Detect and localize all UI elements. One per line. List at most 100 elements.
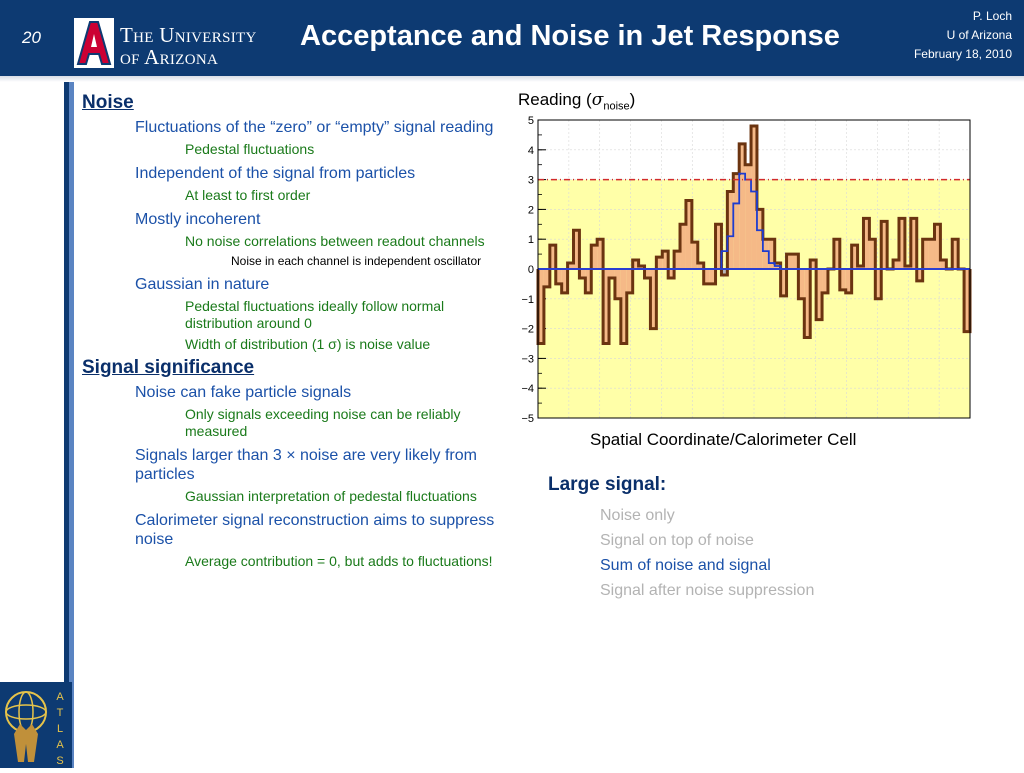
noise-bar xyxy=(751,125,757,270)
date: February 18, 2010 xyxy=(913,47,1012,61)
signal-steps-list: Noise only Signal on top of noise Sum of… xyxy=(600,503,814,603)
noise-bar xyxy=(762,239,769,269)
university-name: The University of Arizona xyxy=(120,24,265,68)
y-tick-label: 3 xyxy=(528,175,534,187)
noise-bar xyxy=(792,254,799,269)
bullet-normal-distribution: Pedestal fluctuations ideally follow nor… xyxy=(185,298,445,331)
noise-bar xyxy=(756,209,763,269)
bullet-pedestal: Pedestal fluctuations xyxy=(185,141,315,157)
noise-bar xyxy=(745,164,752,269)
slide-title: Acceptance and Noise in Jet Response xyxy=(300,20,840,52)
bullet-average-contribution: Average contribution = 0, but adds to fl… xyxy=(185,553,493,569)
author: P. Loch xyxy=(972,9,1012,23)
bullet-list: Noise Fluctuations of the “zero” or “emp… xyxy=(82,92,502,574)
noise-bar xyxy=(833,239,840,269)
noise-bar xyxy=(632,260,639,269)
noise-bar xyxy=(691,242,698,269)
noise-bar xyxy=(709,269,716,284)
noise-bar xyxy=(964,269,970,332)
plot-border xyxy=(537,119,971,419)
noise-bar xyxy=(626,269,633,293)
bullet-reconstruction: Calorimeter signal reconstruction aims t… xyxy=(135,512,495,548)
chart-title-subscript: noise xyxy=(603,100,630,113)
noise-bar xyxy=(644,269,651,278)
noise-histogram: −5 −4 −3 −2 −1 0 1 2 3 4 5 xyxy=(521,115,972,425)
noise-bar xyxy=(597,239,604,269)
noise-bar xyxy=(851,245,858,269)
noise-bar xyxy=(922,239,929,269)
noise-bar xyxy=(768,239,775,269)
noise-bar xyxy=(839,269,846,290)
noise-outline xyxy=(536,124,972,345)
svg-text:L: L xyxy=(57,723,63,735)
bullet-no-correlations: No noise correlations between readout ch… xyxy=(185,233,485,249)
noise-bar xyxy=(898,218,905,269)
bullet-oscillator: Noise in each channel is independent osc… xyxy=(231,254,482,268)
noise-bar xyxy=(733,173,740,269)
bullet-width: Width of distribution (1 σ) is noise val… xyxy=(185,336,431,352)
y-tick-label: −2 xyxy=(521,324,534,336)
noise-bar xyxy=(816,269,823,320)
noise-bar xyxy=(875,269,882,299)
noise-bar xyxy=(668,269,675,278)
chart-title-suffix: ) xyxy=(629,90,636,109)
noise-bar xyxy=(910,218,917,269)
bullet-incoherent: Mostly incoherent xyxy=(135,211,261,228)
y-tick-label: −1 xyxy=(521,294,534,306)
noise-bar xyxy=(609,269,615,278)
svg-text:A: A xyxy=(56,739,64,751)
noise-bar xyxy=(620,269,627,344)
noise-bar xyxy=(603,269,610,344)
noise-bar xyxy=(715,224,722,269)
noise-bar xyxy=(881,221,888,269)
noise-bar xyxy=(727,191,734,269)
noise-bar xyxy=(822,269,828,293)
noise-bar xyxy=(585,269,592,293)
noise-bar xyxy=(543,269,550,287)
bullet-gaussian: Gaussian in nature xyxy=(135,276,270,293)
svg-text:A: A xyxy=(56,691,64,703)
noise-bar xyxy=(798,269,805,299)
atlas-logo-box: A T L A S xyxy=(0,682,72,768)
noise-bar xyxy=(940,260,947,269)
noise-bar xyxy=(697,263,704,269)
noise-bar xyxy=(928,239,935,269)
noise-bar xyxy=(804,269,811,338)
slide-meta: P. Loch U of Arizona February 18, 2010 xyxy=(914,7,1012,64)
noise-bar xyxy=(952,239,959,269)
noise-bar xyxy=(780,269,787,296)
noise-bar xyxy=(810,260,817,269)
svg-text:T: T xyxy=(57,707,64,719)
bullet-three-times: Signals larger than 3 × noise are very l… xyxy=(135,447,477,483)
bullet-first-order: At least to first order xyxy=(185,187,311,203)
noise-bar xyxy=(614,269,621,299)
bullet-fake-signals: Noise can fake particle signals xyxy=(135,384,352,401)
university-line2: of Arizona xyxy=(120,45,219,69)
y-tick-label: 1 xyxy=(528,234,534,246)
y-tick-label: 5 xyxy=(528,115,534,127)
bullet-fluctuations: Fluctuations of the “zero” or “empty” si… xyxy=(135,119,494,136)
noise-bar xyxy=(579,269,586,278)
noise-bar xyxy=(561,269,568,293)
noise-bar xyxy=(538,269,544,344)
svg-text:S: S xyxy=(56,755,63,767)
noise-bar xyxy=(893,260,899,269)
noise-bar xyxy=(703,269,710,284)
header-band: 20 The University of Arizona Acceptance … xyxy=(0,0,1024,76)
noise-bar xyxy=(650,269,657,329)
y-tick-label: 2 xyxy=(528,204,534,216)
step-signal-on-noise: Signal on top of noise xyxy=(600,532,754,549)
noise-bar xyxy=(591,245,598,269)
noise-bar xyxy=(567,263,574,269)
noise-bar xyxy=(555,269,562,284)
noise-bar xyxy=(934,224,941,269)
left-margin xyxy=(0,82,66,768)
bullet-gaussian-interpretation: Gaussian interpretation of pedestal fluc… xyxy=(185,488,477,504)
y-tick-label: 0 xyxy=(528,264,534,276)
noise-bar xyxy=(916,269,923,281)
bullet-exceeding: Only signals exceeding noise can be reli… xyxy=(185,406,461,439)
noise-bar xyxy=(549,245,556,269)
noise-bar xyxy=(662,251,669,269)
bullet-signal-significance: Signal significance xyxy=(82,357,255,378)
step-sum: Sum of noise and signal xyxy=(600,557,771,574)
